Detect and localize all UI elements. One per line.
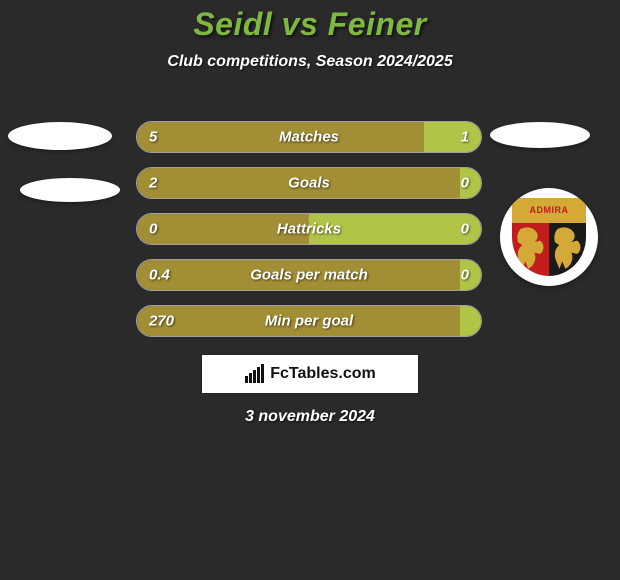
comparison-bars: 5 1 Matches 2 0 Goals 0 0 Hattricks 0.4 0 Goals per… [136,121,482,337]
bars-logo-icon [244,364,266,384]
bar-label: Matches [279,129,339,146]
bar-value-left: 0.4 [149,267,170,284]
stat-bar: 0.4 0 Goals per match [136,259,482,291]
bar-value-right: 0 [461,267,469,284]
page-title: Seidl vs Feiner [0,0,620,43]
bar-label: Goals [288,175,330,192]
bar-label: Min per goal [265,313,353,330]
bar-value-left: 2 [149,175,157,192]
avatar-right-1 [490,122,590,148]
stat-bar: 2 0 Goals [136,167,482,199]
crest-text-top: ADMIRA [530,205,569,215]
bar-value-right: 0 [461,175,469,192]
bar-value-left: 5 [149,129,157,146]
stat-bar: 5 1 Matches [136,121,482,153]
bar-label: Hattricks [277,221,341,238]
attribution-badge: FcTables.com [201,354,419,394]
griffin-icon [549,223,586,276]
bar-label: Goals per match [250,267,368,284]
bar-segment-right [424,122,481,152]
attribution-text: FcTables.com [270,365,376,383]
infographic-canvas: Seidl vs Feiner Club competitions, Seaso… [0,0,620,580]
bar-segment-right [460,306,481,336]
bar-value-right: 0 [461,221,469,238]
bar-value-right: 1 [461,129,469,146]
avatar-left-1 [8,122,112,150]
bar-value-left: 270 [149,313,174,330]
stat-bar: 270 Min per goal [136,305,482,337]
griffin-icon [512,223,549,276]
subtitle: Club competitions, Season 2024/2025 [0,53,620,71]
bar-value-left: 0 [149,221,157,238]
club-crest: ADMIRA [500,188,598,286]
stat-bar: 0 0 Hattricks [136,213,482,245]
date-text: 3 november 2024 [0,408,620,426]
avatar-left-2 [20,178,120,202]
